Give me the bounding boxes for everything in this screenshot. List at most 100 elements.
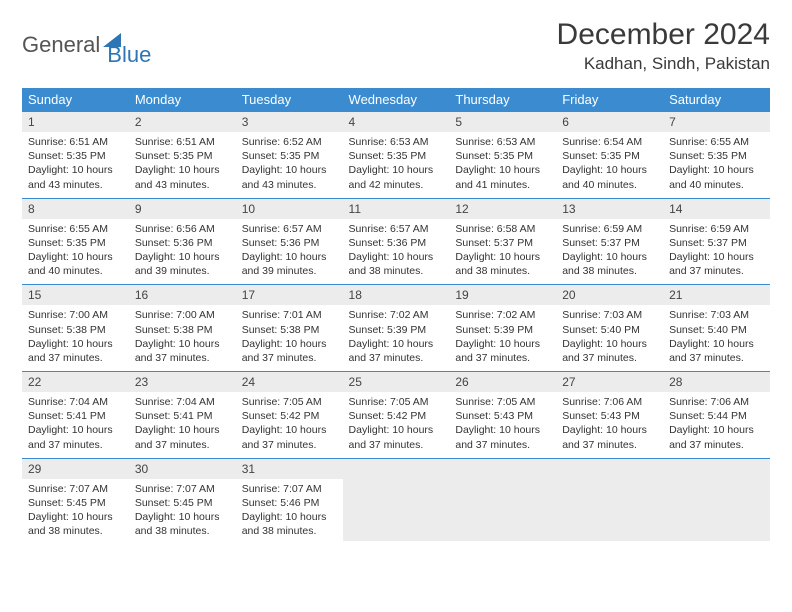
page-header: General Blue December 2024 Kadhan, Sindh… [22, 18, 770, 74]
day-number: 21 [663, 285, 770, 305]
sunset-line: Sunset: 5:43 PM [455, 409, 550, 423]
day-number: 13 [556, 199, 663, 219]
calendar-cell: 24Sunrise: 7:05 AMSunset: 5:42 PMDayligh… [236, 372, 343, 459]
day-details: Sunrise: 6:51 AMSunset: 5:35 PMDaylight:… [22, 132, 129, 198]
daylight-line: Daylight: 10 hours and 39 minutes. [242, 250, 337, 278]
day-number: 7 [663, 112, 770, 132]
day-details: Sunrise: 7:00 AMSunset: 5:38 PMDaylight:… [22, 305, 129, 371]
day-details: Sunrise: 7:06 AMSunset: 5:44 PMDaylight:… [663, 392, 770, 458]
sunrise-line: Sunrise: 7:03 AM [669, 308, 764, 322]
sunrise-line: Sunrise: 6:58 AM [455, 222, 550, 236]
sunset-line: Sunset: 5:42 PM [349, 409, 444, 423]
daylight-line: Daylight: 10 hours and 40 minutes. [28, 250, 123, 278]
day-number: 31 [236, 459, 343, 479]
day-header: Saturday [663, 88, 770, 112]
calendar-row: 29Sunrise: 7:07 AMSunset: 5:45 PMDayligh… [22, 458, 770, 544]
day-number: 20 [556, 285, 663, 305]
calendar-cell: 8 Sunrise: 6:55 AMSunset: 5:35 PMDaylight… [22, 198, 129, 285]
sunset-line: Sunset: 5:42 PM [242, 409, 337, 423]
day-details: Sunrise: 7:03 AMSunset: 5:40 PMDaylight:… [556, 305, 663, 371]
daylight-line: Daylight: 10 hours and 43 minutes. [28, 163, 123, 191]
calendar-cell: 18Sunrise: 7:02 AMSunset: 5:39 PMDayligh… [343, 285, 450, 372]
day-header: Thursday [449, 88, 556, 112]
daylight-line: Daylight: 10 hours and 38 minutes. [562, 250, 657, 278]
day-number: 3 [236, 112, 343, 132]
day-number: 8 [22, 199, 129, 219]
calendar-cell: 7Sunrise: 6:55 AMSunset: 5:35 PMDaylight… [663, 112, 770, 199]
sunset-line: Sunset: 5:45 PM [28, 496, 123, 510]
calendar-cell: 29Sunrise: 7:07 AMSunset: 5:45 PMDayligh… [22, 458, 129, 544]
title-block: December 2024 Kadhan, Sindh, Pakistan [557, 18, 770, 74]
sunset-line: Sunset: 5:37 PM [562, 236, 657, 250]
calendar-cell: 22Sunrise: 7:04 AMSunset: 5:41 PMDayligh… [22, 372, 129, 459]
daylight-line: Daylight: 10 hours and 37 minutes. [669, 423, 764, 451]
calendar-cell: 21Sunrise: 7:03 AMSunset: 5:40 PMDayligh… [663, 285, 770, 372]
calendar-cell: 4Sunrise: 6:53 AMSunset: 5:35 PMDaylight… [343, 112, 450, 199]
day-details: Sunrise: 7:05 AMSunset: 5:42 PMDaylight:… [236, 392, 343, 458]
calendar-cell: 11Sunrise: 6:57 AMSunset: 5:36 PMDayligh… [343, 198, 450, 285]
sunrise-line: Sunrise: 6:59 AM [562, 222, 657, 236]
sunrise-line: Sunrise: 7:07 AM [28, 482, 123, 496]
calendar-cell: 2Sunrise: 6:51 AMSunset: 5:35 PMDaylight… [129, 112, 236, 199]
day-details: Sunrise: 7:07 AMSunset: 5:45 PMDaylight:… [129, 479, 236, 545]
day-number: 23 [129, 372, 236, 392]
sunrise-line: Sunrise: 6:51 AM [135, 135, 230, 149]
day-details: Sunrise: 6:57 AMSunset: 5:36 PMDaylight:… [343, 219, 450, 285]
sunrise-line: Sunrise: 6:53 AM [349, 135, 444, 149]
daylight-line: Daylight: 10 hours and 37 minutes. [242, 337, 337, 365]
calendar-row: 22Sunrise: 7:04 AMSunset: 5:41 PMDayligh… [22, 372, 770, 459]
brand-word2: Blue [107, 42, 151, 68]
calendar-row: 15Sunrise: 7:00 AMSunset: 5:38 PMDayligh… [22, 285, 770, 372]
day-header: Sunday [22, 88, 129, 112]
calendar-body: 1Sunrise: 6:51 AMSunset: 5:35 PMDaylight… [22, 112, 770, 545]
sunrise-line: Sunrise: 6:55 AM [28, 222, 123, 236]
day-details: Sunrise: 7:03 AMSunset: 5:40 PMDaylight:… [663, 305, 770, 371]
daylight-line: Daylight: 10 hours and 40 minutes. [669, 163, 764, 191]
day-details: Sunrise: 6:59 AMSunset: 5:37 PMDaylight:… [663, 219, 770, 285]
sunset-line: Sunset: 5:36 PM [349, 236, 444, 250]
calendar-cell: 10Sunrise: 6:57 AMSunset: 5:36 PMDayligh… [236, 198, 343, 285]
day-details: Sunrise: 7:04 AMSunset: 5:41 PMDaylight:… [129, 392, 236, 458]
day-details: Sunrise: 6:59 AMSunset: 5:37 PMDaylight:… [556, 219, 663, 285]
day-number: 16 [129, 285, 236, 305]
day-number: 24 [236, 372, 343, 392]
day-details: Sunrise: 7:07 AMSunset: 5:46 PMDaylight:… [236, 479, 343, 545]
day-number: 28 [663, 372, 770, 392]
daylight-line: Daylight: 10 hours and 37 minutes. [28, 337, 123, 365]
sunset-line: Sunset: 5:35 PM [669, 149, 764, 163]
calendar-cell: 6Sunrise: 6:54 AMSunset: 5:35 PMDaylight… [556, 112, 663, 199]
calendar-cell: 28Sunrise: 7:06 AMSunset: 5:44 PMDayligh… [663, 372, 770, 459]
day-details: Sunrise: 6:56 AMSunset: 5:36 PMDaylight:… [129, 219, 236, 285]
daylight-line: Daylight: 10 hours and 39 minutes. [135, 250, 230, 278]
calendar-cell: 9Sunrise: 6:56 AMSunset: 5:36 PMDaylight… [129, 198, 236, 285]
day-number: 4 [343, 112, 450, 132]
daylight-line: Daylight: 10 hours and 37 minutes. [562, 337, 657, 365]
calendar-row: 8Sunrise: 6:55 AMSunset: 5:35 PMDaylight… [22, 198, 770, 285]
day-number: 1 [22, 112, 129, 132]
day-details: Sunrise: 6:55 AMSunset: 5:35 PMDaylight:… [663, 132, 770, 198]
day-details: Sunrise: 7:06 AMSunset: 5:43 PMDaylight:… [556, 392, 663, 458]
sunset-line: Sunset: 5:36 PM [135, 236, 230, 250]
daylight-line: Daylight: 10 hours and 37 minutes. [349, 337, 444, 365]
day-number: 22 [22, 372, 129, 392]
day-number: 12 [449, 199, 556, 219]
sunrise-line: Sunrise: 6:57 AM [349, 222, 444, 236]
sunset-line: Sunset: 5:40 PM [669, 323, 764, 337]
month-title: December 2024 [557, 18, 770, 52]
daylight-line: Daylight: 10 hours and 37 minutes. [242, 423, 337, 451]
day-details: Sunrise: 6:53 AMSunset: 5:35 PMDaylight:… [343, 132, 450, 198]
sunrise-line: Sunrise: 7:04 AM [28, 395, 123, 409]
day-number: 25 [343, 372, 450, 392]
daylight-line: Daylight: 10 hours and 41 minutes. [455, 163, 550, 191]
daylight-line: Daylight: 10 hours and 37 minutes. [135, 423, 230, 451]
calendar-cell [343, 458, 450, 544]
sunrise-line: Sunrise: 7:05 AM [242, 395, 337, 409]
calendar-cell: 27Sunrise: 7:06 AMSunset: 5:43 PMDayligh… [556, 372, 663, 459]
sunrise-line: Sunrise: 7:03 AM [562, 308, 657, 322]
sunset-line: Sunset: 5:35 PM [135, 149, 230, 163]
sunset-line: Sunset: 5:35 PM [28, 236, 123, 250]
sunset-line: Sunset: 5:35 PM [455, 149, 550, 163]
day-details: Sunrise: 7:07 AMSunset: 5:45 PMDaylight:… [22, 479, 129, 545]
calendar-cell [663, 458, 770, 544]
calendar-cell: 31Sunrise: 7:07 AMSunset: 5:46 PMDayligh… [236, 458, 343, 544]
